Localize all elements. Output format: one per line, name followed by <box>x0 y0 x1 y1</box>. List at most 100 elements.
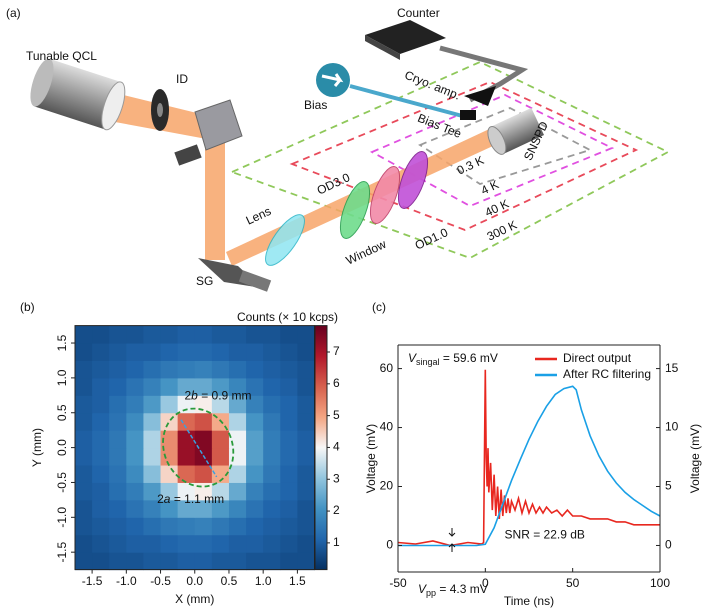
mirror <box>194 99 243 151</box>
x-tick-label: 100 <box>650 576 670 590</box>
heatmap-cell <box>126 325 144 344</box>
stage-03k <box>418 107 593 185</box>
x-tick-label: 0 <box>482 576 489 590</box>
heatmap-cell <box>280 552 298 571</box>
heatmap-cell <box>297 343 315 361</box>
qcl <box>30 58 126 131</box>
x-tick-label: 1.0 <box>255 574 272 588</box>
heatmap-cell <box>126 447 144 466</box>
heatmap-cell <box>160 534 179 553</box>
series-line <box>397 369 660 547</box>
od1-filter <box>397 151 429 209</box>
heatmap-cell <box>75 552 93 571</box>
heatmap-cell <box>143 534 162 553</box>
heatmap-cell <box>297 482 315 501</box>
heatmap-cell <box>280 395 298 414</box>
text-part: 2 <box>184 389 191 403</box>
iris-hole <box>157 103 163 117</box>
heatmap-cell <box>160 360 179 379</box>
text-part: a <box>164 492 171 506</box>
annotation: 2b = 0.9 mm <box>184 389 251 403</box>
heatmap-cell <box>92 412 110 431</box>
heatmap-cell <box>143 552 162 571</box>
heatmap-cell <box>109 430 127 449</box>
colorbar-tick-label: 7 <box>333 344 340 358</box>
y-tick-label: 0.5 <box>55 404 69 421</box>
series-line <box>398 385 661 547</box>
heatmap-cell <box>75 395 93 414</box>
heatmap-cell <box>75 517 93 536</box>
heatmap-cell <box>126 430 144 449</box>
heatmap-cell <box>109 343 127 361</box>
text-part: V <box>408 351 417 365</box>
bias-tee <box>460 110 476 120</box>
fit-ellipse <box>162 407 235 488</box>
heatmap-cell <box>143 482 162 501</box>
heatmap-cell <box>92 499 110 518</box>
y2-tick-label: 5 <box>665 479 672 493</box>
heatmap-cell <box>177 447 196 466</box>
heatmap-cell <box>194 412 213 431</box>
heatmap-cell <box>75 412 93 431</box>
heatmap-cell <box>92 465 110 483</box>
heatmap-cell <box>280 360 298 379</box>
heatmap-cell <box>109 482 127 501</box>
heatmap-cell <box>143 465 162 483</box>
y2-tick-label: 10 <box>665 420 679 434</box>
heatmap-cell <box>211 552 230 571</box>
heatmap-cell <box>126 499 144 518</box>
heatmap-cell <box>194 534 213 553</box>
x-tick-label: -50 <box>389 576 407 590</box>
heatmap-cell <box>228 447 247 466</box>
heatmap-cell <box>211 377 230 396</box>
label: Window <box>344 237 389 268</box>
heatmap-cell <box>160 412 179 431</box>
heatmap-cell <box>126 517 144 536</box>
heatmap-cell <box>246 517 264 536</box>
heatmap-cell <box>143 360 162 379</box>
heatmap-cell <box>211 499 230 518</box>
heatmap-cell <box>126 465 144 483</box>
heatmap-cell <box>194 499 213 518</box>
heatmap-cell <box>177 412 196 431</box>
heatmap-cell <box>297 412 315 431</box>
heatmap-cell <box>177 465 196 483</box>
cryo-amp <box>464 86 496 106</box>
heatmap-cell <box>126 552 144 571</box>
heatmap-cell <box>177 552 196 571</box>
heatmap-cell <box>177 499 196 518</box>
heatmap-cell <box>263 325 281 344</box>
label: Counter <box>397 6 440 20</box>
bias-arrow <box>321 73 344 87</box>
heatmap-cell <box>126 360 144 379</box>
heatmap-cell <box>211 430 230 449</box>
mirror-mount <box>174 144 202 166</box>
annotation: 2a = 1.1 mm <box>157 492 224 506</box>
label: Lens <box>244 204 274 228</box>
y2-axis-label: Voltage (mV) <box>688 424 702 493</box>
heatmap-cell <box>177 343 196 361</box>
heatmap-cell <box>280 465 298 483</box>
heatmap-cell <box>263 552 281 571</box>
heatmap-cell <box>143 447 162 466</box>
heatmap-cell <box>109 534 127 553</box>
heatmap-cell <box>228 534 247 553</box>
y-tick-label: 0 <box>386 538 393 552</box>
heatmap-cell <box>75 360 93 379</box>
heatmap-cell <box>228 482 247 501</box>
label: OD1.0 <box>413 225 451 252</box>
heatmap-cell <box>211 517 230 536</box>
colorbar-tick-label: 4 <box>333 440 340 454</box>
heatmap-cell <box>109 377 127 396</box>
heatmap-cell <box>75 430 93 449</box>
heatmap-cell <box>75 465 93 483</box>
panel-label: (c) <box>372 300 386 314</box>
counter-side <box>365 35 400 60</box>
heatmap-cell <box>109 517 127 536</box>
heatmap-cell <box>228 430 247 449</box>
x-tick-label: 0.0 <box>186 574 203 588</box>
heatmap-cell <box>177 325 196 344</box>
heatmap-cell <box>246 534 264 553</box>
grating-mount <box>238 270 272 292</box>
y2-tick-label: 15 <box>665 361 679 375</box>
